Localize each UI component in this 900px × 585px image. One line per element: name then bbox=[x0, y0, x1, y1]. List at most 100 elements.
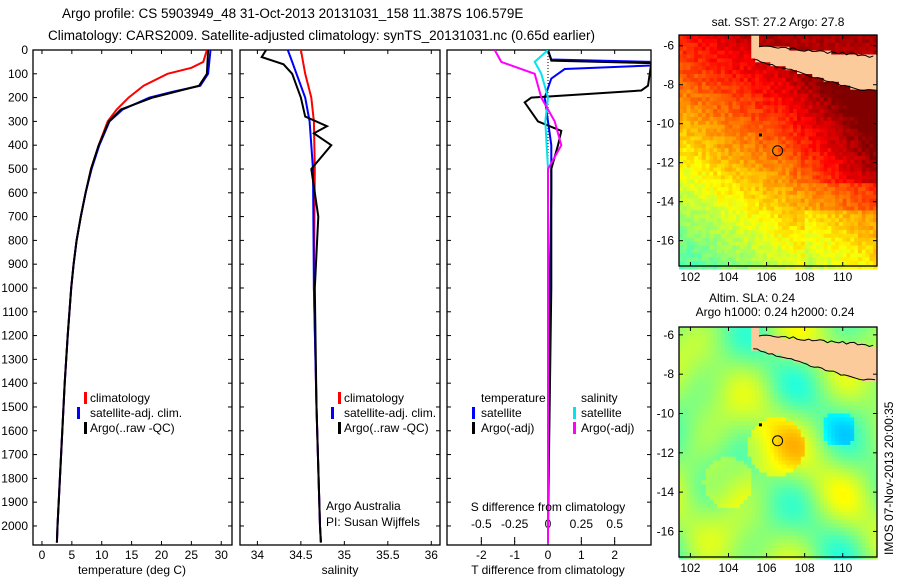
map-cell bbox=[759, 378, 763, 383]
map-cell bbox=[698, 437, 702, 442]
map-cell bbox=[725, 168, 729, 173]
map-cell bbox=[679, 378, 683, 383]
map-cell bbox=[702, 335, 706, 340]
map-cell bbox=[862, 129, 866, 134]
map-cell bbox=[774, 117, 778, 122]
map-cell bbox=[805, 230, 809, 235]
map-cell bbox=[694, 543, 698, 548]
map-cell bbox=[717, 524, 721, 529]
map-cell bbox=[793, 51, 797, 56]
map-cell bbox=[767, 374, 771, 379]
map-cell bbox=[721, 214, 725, 219]
map-cell bbox=[706, 249, 710, 254]
map-cell bbox=[732, 359, 736, 364]
map-cell bbox=[862, 183, 866, 188]
map-cell bbox=[850, 101, 854, 106]
map-cell bbox=[725, 39, 729, 44]
map-cell bbox=[858, 207, 862, 212]
map-cell bbox=[751, 370, 755, 375]
map-cell bbox=[687, 414, 691, 419]
map-cell bbox=[702, 429, 706, 434]
map-cell bbox=[732, 516, 736, 521]
map-cell bbox=[809, 117, 813, 122]
map-cell bbox=[721, 370, 725, 375]
map-cell bbox=[801, 58, 805, 63]
map-cell bbox=[789, 168, 793, 173]
map-cell bbox=[698, 343, 702, 348]
map-cell bbox=[812, 97, 816, 102]
map-cell bbox=[847, 172, 851, 177]
map-cell bbox=[763, 210, 767, 215]
map-cell bbox=[782, 191, 786, 196]
map-cell bbox=[698, 226, 702, 231]
map-cell bbox=[778, 109, 782, 114]
map-cell bbox=[770, 39, 774, 44]
map-cell bbox=[740, 488, 744, 493]
map-cell bbox=[736, 347, 740, 352]
map-cell bbox=[831, 175, 835, 180]
map-cell bbox=[774, 425, 778, 430]
map-cell bbox=[732, 168, 736, 173]
map-cell bbox=[725, 183, 729, 188]
map-cell bbox=[710, 355, 714, 360]
map-cell bbox=[805, 35, 809, 40]
map-cell bbox=[770, 51, 774, 56]
map-cell bbox=[710, 343, 714, 348]
map-cell bbox=[732, 175, 736, 180]
map-cell bbox=[732, 195, 736, 200]
map-cell bbox=[679, 97, 683, 102]
map-cell bbox=[862, 39, 866, 44]
map-cell bbox=[698, 508, 702, 513]
map-cell bbox=[770, 35, 774, 40]
map-cell bbox=[702, 43, 706, 48]
map-cell bbox=[732, 547, 736, 552]
map-cell bbox=[839, 47, 843, 52]
map-cell bbox=[782, 113, 786, 118]
map-cell bbox=[694, 230, 698, 235]
map-cell bbox=[721, 105, 725, 110]
island-marker bbox=[759, 133, 762, 136]
map-cell bbox=[839, 199, 843, 204]
map-cell bbox=[710, 226, 714, 231]
map-cell bbox=[679, 55, 683, 60]
map-cell bbox=[820, 195, 824, 200]
map-cell bbox=[774, 86, 778, 91]
map-cell bbox=[839, 101, 843, 106]
map-cell bbox=[755, 531, 759, 536]
map-cell bbox=[717, 406, 721, 411]
map-cell bbox=[824, 74, 828, 79]
map-cell bbox=[828, 66, 832, 71]
map-cell bbox=[679, 191, 683, 196]
map-cell bbox=[698, 113, 702, 118]
map-cell bbox=[782, 164, 786, 169]
map-cell bbox=[736, 242, 740, 247]
map-cell bbox=[713, 488, 717, 493]
map-cell bbox=[812, 55, 816, 60]
map-cell bbox=[850, 191, 854, 196]
map-cell bbox=[774, 257, 778, 262]
map-cell bbox=[789, 210, 793, 215]
map-cell bbox=[736, 335, 740, 340]
map-cell bbox=[835, 125, 839, 130]
y-tick-label: 1100 bbox=[2, 305, 28, 319]
map-cell bbox=[816, 210, 820, 215]
map-cell bbox=[729, 55, 733, 60]
map-cell bbox=[786, 257, 790, 262]
map-cell bbox=[710, 347, 714, 352]
map-cell bbox=[710, 113, 714, 118]
map-cell bbox=[770, 449, 774, 454]
map-cell bbox=[725, 535, 729, 540]
map-cell bbox=[774, 488, 778, 493]
map-cell bbox=[770, 528, 774, 533]
map-cell bbox=[759, 504, 763, 509]
map-cell bbox=[690, 148, 694, 153]
map-cell bbox=[740, 457, 744, 462]
map-cell bbox=[755, 160, 759, 165]
map-cell bbox=[698, 55, 702, 60]
map-cell bbox=[847, 47, 851, 52]
map-cell bbox=[732, 238, 736, 243]
map-cell bbox=[862, 218, 866, 223]
map-cell bbox=[862, 249, 866, 254]
map-cell bbox=[710, 402, 714, 407]
map-cell bbox=[744, 183, 748, 188]
